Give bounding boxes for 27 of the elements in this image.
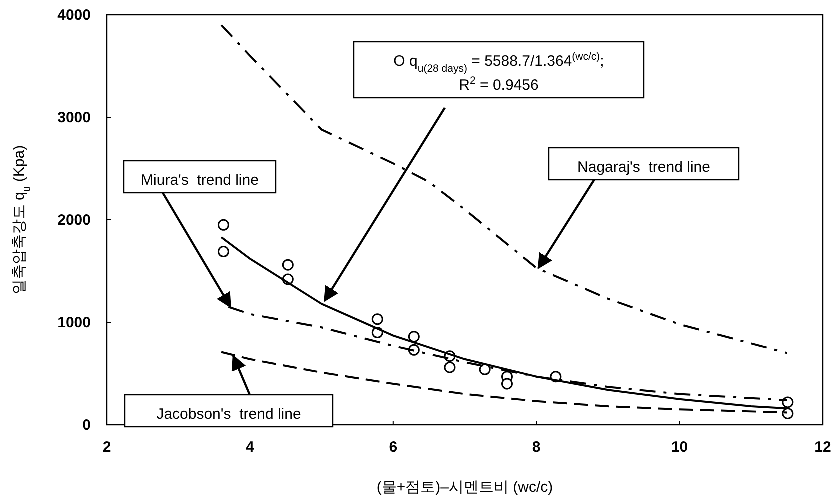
text: Nagaraj's trend line — [578, 159, 710, 176]
y-tick-label: 4000 — [58, 7, 91, 24]
y-tick-label: 2000 — [58, 212, 91, 229]
point — [479, 364, 491, 376]
x-tick-label: 4 — [246, 439, 256, 456]
y-tick-label: 0 — [82, 417, 91, 434]
y-tick-label: 1000 — [58, 314, 91, 332]
point — [218, 246, 230, 258]
x-axis-title: (물+점토)–시멘트비 (wc/c) — [376, 479, 554, 496]
point — [372, 314, 384, 326]
point — [218, 219, 230, 231]
text: Jacobson's trend line — [156, 406, 302, 423]
x-tick-label: 6 — [389, 439, 398, 456]
point — [782, 396, 794, 408]
point — [444, 362, 456, 374]
y-tick-label: 3000 — [58, 110, 91, 126]
x-tick-label: 12 — [814, 439, 832, 456]
text: Miura's trend line — [141, 172, 259, 189]
x-tick-label: 2 — [102, 439, 112, 456]
point — [408, 331, 420, 343]
point — [501, 378, 513, 390]
annotation: O q$_{u(28 days)}$ = 5588.7/1.364$^{(wc/c)}$; — [394, 51, 604, 75]
annotation: R$^{2}$ = 0.9456 — [459, 75, 539, 94]
x-tick-label: 10 — [671, 439, 688, 456]
x-tick-label: 8 — [532, 439, 541, 456]
point — [782, 408, 794, 420]
point — [282, 259, 294, 271]
